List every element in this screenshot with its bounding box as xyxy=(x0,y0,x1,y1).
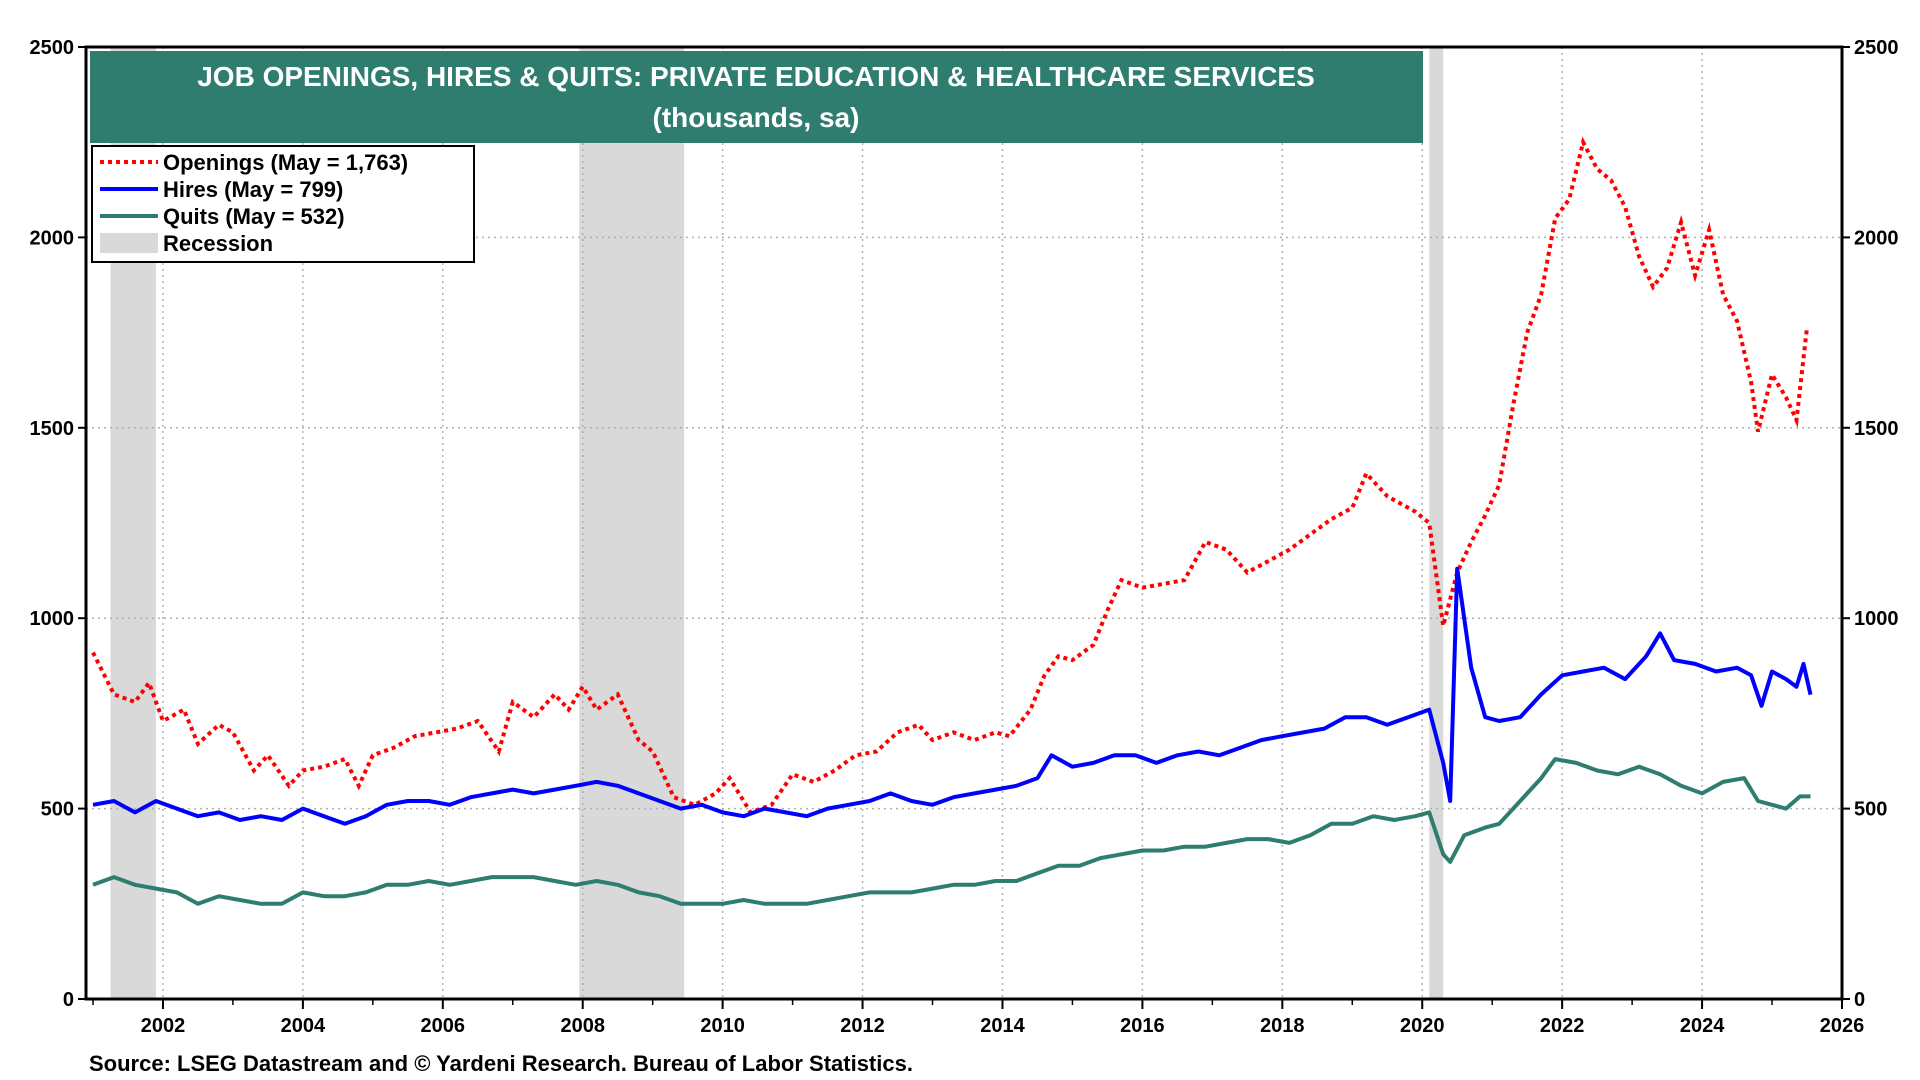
legend-recession-swatch xyxy=(100,233,158,253)
x-tick-label: 2014 xyxy=(980,1015,1025,1037)
plot-frame xyxy=(84,45,1844,1001)
axis-ticks: 0 0 500 500 1000 1000 1500 1500 2000 2000 2500 2500… xyxy=(30,37,1899,1037)
x-tick-label: 2012 xyxy=(840,1015,885,1037)
x-tick-label: 2008 xyxy=(560,1015,605,1037)
y-tick-label-left: 1000 xyxy=(30,608,75,630)
chart-subtitle: (thousands, sa) xyxy=(653,102,860,133)
y-tick-label-right: 2000 xyxy=(1854,227,1899,249)
x-tick-label: 2026 xyxy=(1820,1015,1865,1037)
y-tick-label-left: 500 xyxy=(41,799,74,821)
x-tick-label: 2020 xyxy=(1400,1015,1445,1037)
legend: Openings (May = 1,763) Hires (May = 799)… xyxy=(91,145,475,263)
x-tick-label: 2010 xyxy=(700,1015,745,1037)
legend-openings-label: Openings (May = 1,763) xyxy=(163,150,408,175)
legend-quits-label: Quits (May = 532) xyxy=(163,204,345,229)
y-tick-label-left: 2000 xyxy=(30,227,75,249)
series-line-openings xyxy=(91,136,1809,815)
x-tick-label: 2022 xyxy=(1540,1015,1585,1037)
y-tick-label-right: 500 xyxy=(1854,799,1887,821)
x-tick-label: 2016 xyxy=(1120,1015,1165,1037)
recession-band xyxy=(1429,47,1444,999)
series-line-quits xyxy=(92,757,1811,906)
x-tick-label: 2002 xyxy=(141,1015,186,1037)
x-tick-label: 2018 xyxy=(1260,1015,1305,1037)
y-tick-label-right: 2500 xyxy=(1854,37,1899,59)
source-note: Source: LSEG Datastream and © Yardeni Re… xyxy=(89,1051,913,1076)
y-tick-label-left: 2500 xyxy=(30,37,75,59)
title-box: JOB OPENINGS, HIRES & QUITS: PRIVATE EDU… xyxy=(90,51,1423,143)
title-background xyxy=(90,51,1423,143)
x-tick-label: 2006 xyxy=(421,1015,466,1037)
x-tick-label: 2024 xyxy=(1680,1015,1725,1037)
y-tick-label-left: 1500 xyxy=(30,418,75,440)
y-tick-label-right: 1500 xyxy=(1854,418,1899,440)
chart-title: JOB OPENINGS, HIRES & QUITS: PRIVATE EDU… xyxy=(197,61,1315,92)
legend-recession-label: Recession xyxy=(163,231,273,256)
y-tick-label-right: 0 xyxy=(1854,989,1865,1011)
y-tick-label-left: 0 xyxy=(63,989,74,1011)
legend-hires-label: Hires (May = 799) xyxy=(163,177,343,202)
recession-band xyxy=(579,47,685,999)
series-line-hires xyxy=(92,566,1813,826)
series-lines xyxy=(91,136,1813,906)
x-tick-label: 2004 xyxy=(281,1015,326,1037)
y-tick-label-right: 1000 xyxy=(1854,608,1899,630)
